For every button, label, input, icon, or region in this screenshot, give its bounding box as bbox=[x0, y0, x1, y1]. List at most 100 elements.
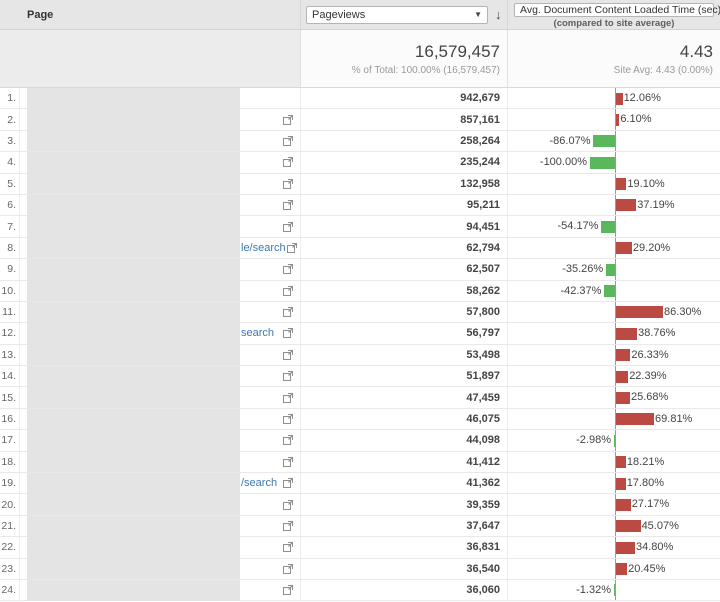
open-in-new-window-icon[interactable] bbox=[282, 327, 294, 339]
delta-percent-label: 20.45% bbox=[628, 562, 666, 575]
table-row: 16. 46,075 69.81% bbox=[0, 408, 720, 431]
table-row: 4. 235,244 -100.00% bbox=[0, 151, 720, 174]
zero-axis-line bbox=[615, 323, 616, 344]
redacted-page-name bbox=[27, 323, 240, 344]
open-in-new-window-icon[interactable] bbox=[282, 306, 294, 318]
delta-percent-label: 86.30% bbox=[664, 305, 702, 318]
delta-bar bbox=[616, 498, 631, 511]
delta-bar bbox=[616, 242, 632, 255]
zero-axis-line bbox=[615, 430, 616, 451]
delta-percent-label: 12.06% bbox=[623, 92, 661, 104]
open-in-new-window-icon[interactable] bbox=[282, 370, 294, 382]
open-in-new-window-icon[interactable] bbox=[282, 456, 294, 468]
pageviews-value: 47,459 bbox=[300, 387, 507, 408]
delta-percent-label: 17.80% bbox=[626, 477, 664, 490]
redacted-page-name bbox=[27, 365, 240, 387]
delta-percent-label: 26.33% bbox=[631, 348, 669, 361]
open-in-new-window-icon[interactable] bbox=[282, 156, 294, 168]
pageviews-percent-of-total: % of Total: 100.00% (16,579,457) bbox=[351, 64, 500, 76]
open-in-new-window-icon[interactable] bbox=[282, 434, 294, 446]
delta-percent-label: -54.17% bbox=[557, 220, 599, 233]
delta-bar-cell: -2.98% bbox=[507, 430, 720, 451]
table-row: 10. 58,262 -42.37% bbox=[0, 280, 720, 302]
row-index: 17. bbox=[0, 430, 20, 451]
pageviews-metric-dropdown[interactable]: Pageviews ▼ bbox=[306, 5, 488, 24]
pageviews-value: 62,794 bbox=[300, 237, 507, 259]
page-cell bbox=[20, 109, 300, 131]
page-column-header: Page bbox=[0, 0, 300, 29]
open-in-new-window-icon[interactable] bbox=[282, 263, 294, 275]
open-in-new-window-icon[interactable] bbox=[282, 135, 294, 147]
pageviews-value: 58,262 bbox=[300, 280, 507, 301]
totals-page-cell bbox=[0, 30, 300, 87]
pageviews-value: 56,797 bbox=[300, 323, 507, 344]
redacted-page-name bbox=[27, 429, 240, 451]
open-in-new-window-icon[interactable] bbox=[282, 114, 294, 126]
sort-descending-icon[interactable]: ↓ bbox=[495, 7, 502, 22]
delta-percent-label: 27.17% bbox=[631, 498, 670, 511]
comparison-metric-dropdown-value: Avg. Document Content Loaded Time (sec) bbox=[520, 4, 720, 16]
row-index: 3. bbox=[0, 130, 20, 152]
zero-axis-line bbox=[615, 387, 616, 408]
row-index: 14. bbox=[0, 366, 20, 387]
delta-bar bbox=[616, 477, 626, 490]
redacted-page-name bbox=[27, 258, 240, 280]
table-row: 14. 51,897 22.39% bbox=[0, 365, 720, 388]
zero-axis-line bbox=[615, 194, 616, 216]
pageviews-value: 235,244 bbox=[300, 152, 507, 173]
delta-percent-label: 29.20% bbox=[632, 241, 671, 254]
table-row: 23. 36,540 20.45% bbox=[0, 558, 720, 580]
open-in-new-window-icon[interactable] bbox=[282, 584, 294, 596]
open-in-new-window-icon[interactable] bbox=[282, 178, 294, 190]
row-index: 6. bbox=[0, 194, 20, 216]
page-link[interactable]: search bbox=[241, 327, 275, 340]
open-in-new-window-icon[interactable] bbox=[286, 242, 298, 254]
open-in-new-window-icon[interactable] bbox=[282, 349, 294, 361]
table-row: 2. 857,161 6.10% bbox=[0, 109, 720, 131]
zero-axis-line bbox=[615, 152, 616, 173]
redacted-page-name bbox=[27, 194, 240, 216]
comparison-metric-dropdown[interactable]: Avg. Document Content Loaded Time (sec) … bbox=[514, 3, 720, 17]
redacted-page-name bbox=[27, 536, 240, 558]
zero-axis-line bbox=[615, 344, 616, 366]
delta-bar bbox=[616, 178, 627, 191]
delta-bar bbox=[616, 413, 655, 426]
table-row: 24. 36,060 -1.32% bbox=[0, 579, 720, 602]
delta-bar bbox=[616, 456, 626, 469]
delta-percent-label: -86.07% bbox=[549, 134, 591, 147]
row-index: 12. bbox=[0, 323, 20, 344]
open-in-new-window-icon[interactable] bbox=[282, 477, 294, 489]
delta-bar-cell: -42.37% bbox=[507, 280, 720, 301]
table-row: 6. 95,211 37.19% bbox=[0, 194, 720, 217]
redacted-page-name bbox=[27, 494, 240, 516]
open-in-new-window-icon[interactable] bbox=[282, 520, 294, 532]
page-cell bbox=[20, 280, 300, 302]
open-in-new-window-icon[interactable] bbox=[282, 285, 294, 297]
pageviews-dropdown-value: Pageviews bbox=[312, 8, 366, 21]
page-cell bbox=[20, 344, 300, 366]
delta-percent-label: 6.10% bbox=[620, 113, 652, 126]
page-link[interactable]: /search bbox=[241, 477, 278, 490]
page-cell bbox=[20, 494, 300, 516]
open-in-new-window-icon[interactable] bbox=[282, 499, 294, 511]
row-index: 15. bbox=[0, 387, 20, 408]
open-in-new-window-icon[interactable] bbox=[282, 199, 294, 211]
page-link[interactable]: le/search bbox=[241, 241, 286, 254]
pageviews-value: 44,098 bbox=[300, 430, 507, 451]
pageviews-value: 37,647 bbox=[300, 515, 507, 537]
table-row: 21. 37,647 45.07% bbox=[0, 515, 720, 538]
delta-percent-label: -2.98% bbox=[576, 434, 611, 447]
delta-bar-cell: 25.68% bbox=[507, 387, 720, 408]
open-in-new-window-icon[interactable] bbox=[282, 413, 294, 425]
open-in-new-window-icon[interactable] bbox=[282, 221, 294, 233]
open-in-new-window-icon[interactable] bbox=[282, 392, 294, 404]
open-in-new-window-icon[interactable] bbox=[282, 563, 294, 575]
pageviews-value: 41,412 bbox=[300, 451, 507, 473]
open-in-new-window-icon[interactable] bbox=[282, 541, 294, 553]
delta-bar-cell: 27.17% bbox=[507, 494, 720, 515]
table-row: 22. 36,831 34.80% bbox=[0, 536, 720, 559]
table-row: 3. 258,264 -86.07% bbox=[0, 130, 720, 153]
page-cell bbox=[20, 130, 300, 152]
delta-bar bbox=[616, 520, 641, 533]
page-cell bbox=[20, 258, 300, 280]
